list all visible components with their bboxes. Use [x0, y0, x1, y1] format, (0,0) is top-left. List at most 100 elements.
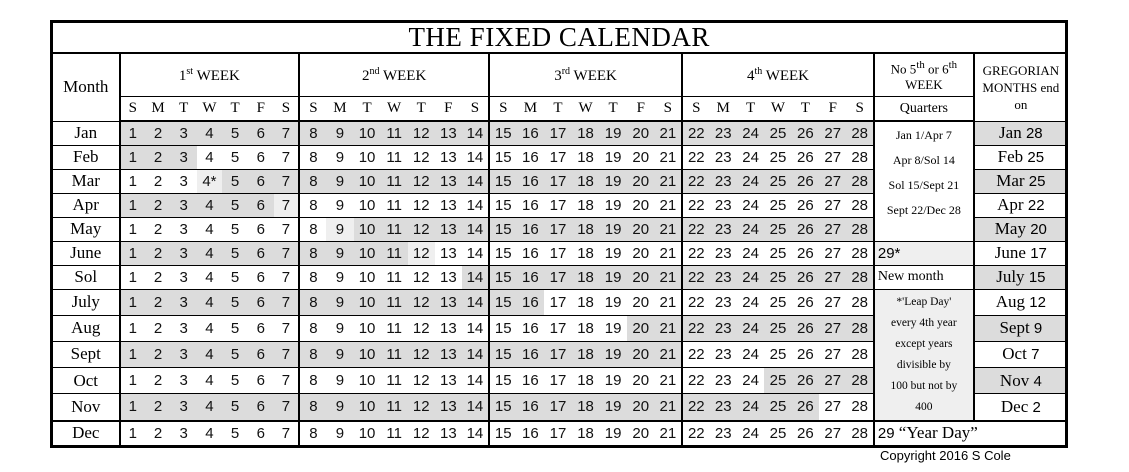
day-cell: 19 — [599, 144, 627, 169]
day-cell: 12 — [407, 419, 435, 446]
day-letter: M — [326, 96, 354, 122]
day-cell: 7 — [273, 340, 300, 368]
day-cell: 3 — [170, 288, 197, 316]
day-cell: 26 — [791, 288, 820, 316]
day-cell: 5 — [222, 192, 248, 217]
day-cell: 3 — [170, 120, 197, 145]
day-cell: 22 — [681, 314, 710, 342]
day-cell: 11 — [380, 314, 408, 342]
day-cell: 6 — [247, 393, 274, 421]
week-label: WEEK — [382, 67, 427, 84]
day-cell: 25 — [764, 120, 792, 145]
gregorian-month: May — [994, 219, 1026, 238]
day-cell: 28 — [846, 419, 874, 446]
day-cell: 15 — [487, 419, 517, 446]
day-cell: 11 — [380, 393, 408, 421]
day-cell: 2 — [145, 314, 171, 342]
day-cell: 8 — [298, 192, 327, 217]
gregorian-month-end: Sept 9 — [972, 314, 1067, 342]
day-cell: 14 — [461, 240, 489, 265]
day-cell: 18 — [571, 340, 600, 368]
day-letter: W — [571, 96, 600, 122]
gregorian-day: 25 — [1028, 173, 1046, 190]
day-cell: 17 — [544, 367, 572, 394]
day-cell: 19 — [599, 264, 627, 289]
day-cell: 7 — [273, 192, 300, 217]
day-cell: 8 — [298, 393, 327, 421]
year-day-number: 29 — [877, 425, 895, 442]
gregorian-day: 12 — [1029, 294, 1046, 312]
page-title: THE FIXED CALENDAR — [51, 21, 1067, 54]
day-cell: 11 — [380, 240, 408, 265]
day-cell: 5 — [222, 419, 248, 446]
day-cell: 10 — [353, 288, 381, 316]
day-cell: 24 — [736, 240, 765, 265]
day-cell: 25 — [764, 340, 792, 368]
day-cell: 17 — [544, 393, 572, 421]
day-cell: 2 — [145, 192, 171, 217]
header-part: WEEK — [905, 77, 943, 93]
day-letter: S — [654, 96, 683, 122]
day-cell: 18 — [571, 264, 600, 289]
gregorian-month-end: Apr 22 — [972, 192, 1067, 217]
day-cell: 18 — [571, 419, 600, 446]
day-cell: 1 — [118, 264, 146, 289]
day-cell: 21 — [654, 216, 683, 241]
month-name: Sept — [51, 340, 121, 368]
day-cell: 15 — [487, 240, 517, 265]
day-cell: 16 — [516, 393, 545, 421]
day-cell: 21 — [654, 288, 683, 316]
quarters-cell: Jan 1/Apr 7 Apr 8/Sol 14 Sol 15/Sept 21 Sep… — [872, 120, 974, 241]
day-letter: W — [196, 96, 223, 122]
day-cell: 17 — [544, 419, 572, 446]
day-letter: F — [434, 96, 462, 122]
day-cell: 7 — [273, 393, 300, 421]
day-cell: 26 — [791, 264, 820, 289]
day-cell: 28 — [846, 393, 874, 421]
month-name: Mar — [51, 168, 121, 193]
gregorian-month: Sept — [999, 318, 1030, 338]
day-cell: 10 — [353, 144, 381, 169]
day-cell: 13 — [434, 192, 462, 217]
day-cell: 22 — [681, 367, 710, 394]
day-cell: 12 — [407, 144, 435, 169]
month-row: Feb 1 2 3 4 5 6 7 8 9 10 11 12 13 14 15 16 17 18 19 20 21 22 23… — [51, 144, 1067, 169]
day-cell: 27 — [819, 144, 847, 169]
day-cell: 28 — [846, 288, 874, 316]
month-row: Apr 1 2 3 4 5 6 7 8 9 10 11 12 13 14 15 16 17 18 19 20 21 22 23… — [51, 192, 1067, 217]
week-ordinal: st — [186, 65, 194, 77]
day-cell: 23 — [709, 288, 737, 316]
day-cell: 20 — [626, 240, 655, 265]
day-cell: 15 — [487, 393, 517, 421]
day-cell: 24 — [736, 419, 765, 446]
day-cell: 13 — [434, 288, 462, 316]
day-cell: 8 — [298, 340, 327, 368]
day-cell: 27 — [819, 393, 847, 421]
day-cell: 23 — [709, 393, 737, 421]
week-ordinal: th — [754, 65, 763, 77]
month-row: Aug 1 2 3 4 5 6 7 8 9 10 11 12 13 14 15 16 17 18 19 20 21 22 23… — [51, 314, 1067, 342]
day-cell: 26 — [791, 144, 820, 169]
day-cell: 12 — [407, 288, 435, 316]
day-cell: 1 — [118, 144, 146, 169]
day-cell: 4 — [196, 314, 223, 342]
gregorian-month: Nov — [999, 370, 1030, 390]
month-row: Sept 1 2 3 4 5 6 7 8 9 10 11 12 13 14 15 16 17 18 19 20 21 22 2… — [51, 340, 1067, 368]
day-cell: 14 — [461, 144, 489, 169]
day-cell: 22 — [681, 168, 710, 193]
day-cell: 21 — [654, 367, 683, 394]
quarters-header: Quarters — [872, 96, 974, 122]
day-cell: 20 — [626, 393, 655, 421]
day-cell: 10 — [353, 192, 381, 217]
day-cell: 8 — [298, 288, 327, 316]
day-cell: 24 — [736, 393, 765, 421]
day-cell: 28 — [846, 216, 874, 241]
day-cell: 26 — [791, 367, 820, 394]
day-cell: 15 — [487, 192, 517, 217]
day-cell: 22 — [681, 340, 710, 368]
day-cell: 23 — [709, 216, 737, 241]
day-cell: 16 — [516, 314, 545, 342]
day-cell: 16 — [516, 288, 545, 316]
day-cell: 17 — [544, 264, 572, 289]
day-cell: 23 — [709, 367, 737, 394]
